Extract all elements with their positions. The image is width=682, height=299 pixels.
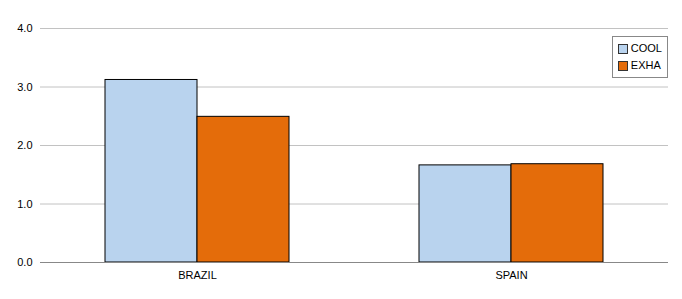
svg-text:3.0: 3.0	[17, 81, 32, 93]
svg-text:4.0: 4.0	[17, 22, 32, 34]
svg-text:BRAZIL: BRAZIL	[178, 269, 217, 281]
svg-text:1.0: 1.0	[17, 198, 32, 210]
html-text:COOL: COOL	[630, 42, 662, 54]
svg-text:SPAIN: SPAIN	[495, 269, 527, 281]
html-text:EXHA: EXHA	[630, 59, 661, 71]
svg-text:0.0: 0.0	[17, 256, 32, 268]
svg-text:2.0: 2.0	[17, 139, 32, 151]
